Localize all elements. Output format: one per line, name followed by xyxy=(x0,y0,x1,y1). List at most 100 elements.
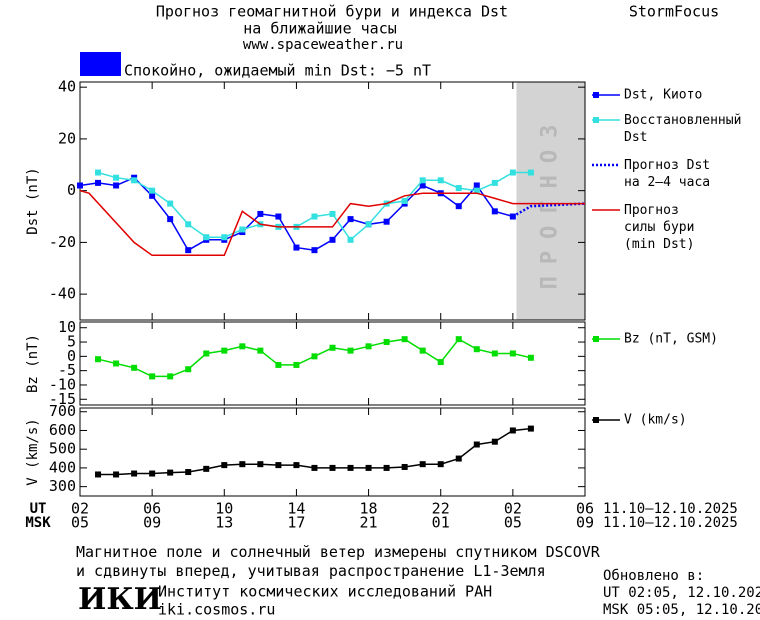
y-tick-label: 20 xyxy=(58,129,76,147)
marker xyxy=(347,236,354,243)
marker xyxy=(419,347,426,354)
updated-title: Обновлено в: xyxy=(603,568,704,584)
series-line xyxy=(79,176,514,252)
marker xyxy=(311,464,318,471)
url: www.spaceweather.ru xyxy=(243,37,403,53)
marker xyxy=(509,213,516,220)
marker xyxy=(239,343,246,350)
marker xyxy=(113,182,120,189)
y-tick-label: 700 xyxy=(49,402,76,420)
x2-tick-label: 05 xyxy=(504,514,522,532)
x2-tick-label: 13 xyxy=(215,514,233,532)
marker xyxy=(455,336,462,343)
marker xyxy=(419,182,426,189)
marker xyxy=(95,169,102,176)
marker xyxy=(131,470,138,477)
y-tick-label: 300 xyxy=(49,477,76,495)
marker xyxy=(329,464,336,471)
marker xyxy=(221,347,228,354)
marker xyxy=(95,471,102,478)
marker xyxy=(527,354,534,361)
marker xyxy=(221,234,228,241)
status: Спокойно, ожидаемый min Dst: −5 nT xyxy=(124,62,431,80)
legend-label: Прогноз Dst на 2–4 часа xyxy=(624,158,710,190)
y-tick-label: -40 xyxy=(49,285,76,303)
status-box xyxy=(80,52,121,76)
legend-label: Bz (nT, GSM) xyxy=(624,332,718,347)
marker xyxy=(257,210,264,217)
site: iki.cosmos.ru xyxy=(158,601,275,619)
y-tick-label: 600 xyxy=(49,421,76,439)
y-tick-label: 500 xyxy=(49,440,76,458)
footer-note: Магнитное поле и солнечный ветер измерен… xyxy=(76,543,601,580)
legend-label: V (km/s) xyxy=(624,413,687,428)
marker xyxy=(509,169,516,176)
marker xyxy=(401,336,408,343)
x-tick-label: 02 xyxy=(71,500,89,518)
marker xyxy=(185,247,192,254)
marker xyxy=(455,185,462,192)
marker xyxy=(329,210,336,217)
marker xyxy=(203,465,210,472)
x2-tick-label: 17 xyxy=(287,514,305,532)
marker xyxy=(293,361,300,368)
marker xyxy=(95,356,102,363)
x-tick-label: 10 xyxy=(215,500,233,518)
updated-ut: UT 02:05, 12.10.2025 xyxy=(603,585,760,601)
y-tick-label: 10 xyxy=(58,318,76,336)
y-tick-label: -15 xyxy=(49,390,76,408)
marker xyxy=(347,464,354,471)
marker xyxy=(437,177,444,184)
marker xyxy=(185,469,192,476)
date-range: 11.10–12.10.2025 xyxy=(603,501,738,517)
legend-marker xyxy=(593,92,599,98)
date-range: 11.10–12.10.2025 xyxy=(603,515,738,531)
marker xyxy=(401,198,408,204)
marker xyxy=(527,169,534,176)
legend-marker xyxy=(593,417,599,423)
marker xyxy=(257,461,264,468)
y-tick-label: 400 xyxy=(49,458,76,476)
marker xyxy=(365,221,372,228)
marker xyxy=(311,353,318,360)
plot-frame xyxy=(79,321,586,406)
marker xyxy=(131,177,138,184)
y-tick-label: -10 xyxy=(49,375,76,393)
marker xyxy=(509,427,516,434)
marker xyxy=(77,182,83,189)
marker xyxy=(167,373,174,380)
marker xyxy=(365,464,372,471)
legend-label: Dst, Киото xyxy=(624,88,702,103)
marker xyxy=(329,344,336,351)
x2-tick-label: 09 xyxy=(576,514,594,532)
marker xyxy=(527,425,534,432)
legend-marker xyxy=(593,336,599,342)
marker xyxy=(473,182,480,189)
marker xyxy=(131,364,138,371)
legend-marker xyxy=(593,117,599,123)
series-line xyxy=(79,189,585,257)
marker xyxy=(473,187,480,194)
marker xyxy=(95,179,102,186)
x-tick-label: 02 xyxy=(504,500,522,518)
marker xyxy=(275,361,282,368)
marker xyxy=(113,174,120,181)
marker xyxy=(491,438,498,445)
forecast-region xyxy=(516,82,585,320)
y-tick-label: 0 xyxy=(67,181,76,199)
y-tick-label: 0 xyxy=(67,347,76,365)
marker xyxy=(149,470,156,477)
y-tick-label: 40 xyxy=(58,78,76,96)
marker xyxy=(185,366,192,373)
marker xyxy=(365,343,372,350)
marker xyxy=(329,236,336,243)
marker xyxy=(419,461,426,468)
marker xyxy=(185,221,192,228)
marker xyxy=(509,350,516,357)
marker xyxy=(419,177,426,184)
marker xyxy=(167,469,174,476)
marker xyxy=(149,373,156,380)
marker xyxy=(149,192,156,199)
marker xyxy=(455,455,462,462)
marker xyxy=(347,216,354,223)
